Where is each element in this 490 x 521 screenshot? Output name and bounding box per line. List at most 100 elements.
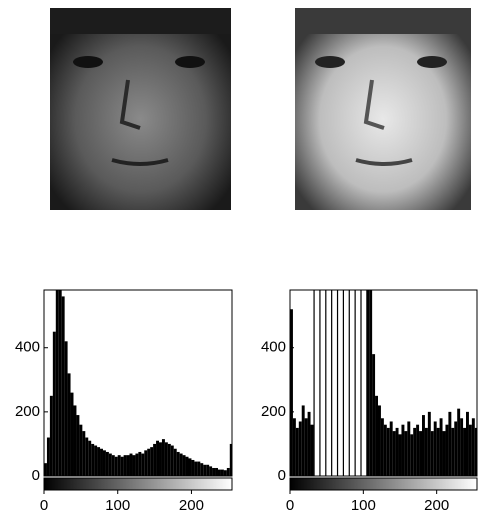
bar	[448, 411, 452, 476]
x-tick-label: 200	[424, 497, 449, 514]
bar	[354, 290, 356, 476]
x-tick-label: 100	[351, 497, 376, 514]
bar	[173, 448, 177, 476]
y-tick-label: 400	[15, 339, 40, 356]
bar	[111, 455, 115, 476]
bar	[58, 290, 62, 476]
bar	[395, 427, 399, 476]
bar	[419, 431, 422, 476]
bar	[348, 290, 350, 476]
bar	[430, 431, 434, 476]
bar	[176, 451, 180, 476]
x-tick-label: 200	[179, 497, 204, 514]
bar	[223, 470, 227, 476]
bar	[170, 445, 174, 476]
bar	[52, 331, 56, 476]
bar	[161, 439, 165, 476]
bar	[167, 443, 171, 476]
bar	[105, 451, 109, 476]
bar	[120, 456, 124, 476]
bar	[67, 373, 71, 476]
bar	[138, 451, 142, 476]
bar	[44, 463, 47, 476]
bar	[392, 431, 396, 476]
bar	[325, 290, 327, 476]
gray-ramp	[289, 477, 478, 491]
bar	[292, 418, 296, 476]
bar	[295, 427, 299, 476]
bar	[159, 442, 162, 476]
bar	[290, 309, 293, 476]
bar	[331, 290, 333, 476]
bar	[179, 453, 183, 476]
bar	[55, 290, 59, 476]
bar	[88, 440, 92, 476]
bar	[226, 467, 230, 476]
bar	[64, 341, 68, 476]
y-tick-label: 200	[261, 403, 286, 420]
bar	[454, 421, 458, 476]
bar	[73, 405, 77, 476]
bar	[398, 434, 402, 476]
bar	[91, 443, 95, 476]
bar	[209, 466, 213, 476]
gray-ramp	[43, 477, 233, 491]
bar	[298, 421, 302, 476]
bar	[156, 440, 160, 476]
bar	[360, 290, 362, 476]
x-tick-label: 0	[286, 497, 294, 514]
bar	[150, 447, 154, 476]
bar	[147, 448, 151, 476]
bar	[416, 424, 420, 476]
plot-frame	[43, 289, 233, 477]
bar	[319, 290, 321, 476]
bar	[389, 421, 393, 476]
bar	[206, 464, 210, 476]
y-tick-label: 0	[32, 467, 40, 484]
bar	[457, 408, 461, 476]
histogram	[290, 290, 477, 476]
plot-frame	[289, 289, 478, 477]
bar	[70, 392, 74, 476]
bar	[380, 418, 384, 476]
bar	[182, 455, 186, 476]
bar	[313, 290, 315, 476]
bar	[114, 456, 118, 476]
bar	[144, 450, 148, 476]
y-tick-label: 400	[261, 339, 286, 356]
bar	[413, 427, 417, 476]
bar	[424, 427, 428, 476]
bar	[375, 395, 378, 476]
bar	[203, 464, 207, 476]
bar	[463, 427, 466, 476]
bar	[46, 437, 50, 476]
bar	[85, 437, 89, 476]
bar	[141, 453, 145, 476]
bar	[369, 290, 373, 476]
bar	[474, 427, 477, 476]
bar	[108, 453, 112, 476]
bar	[386, 427, 390, 476]
bar	[76, 415, 80, 476]
equalized-image	[295, 8, 471, 210]
y-tick-label: 200	[15, 403, 40, 420]
bar	[445, 424, 449, 476]
bar	[442, 431, 446, 476]
histogram	[44, 290, 232, 476]
bar	[372, 354, 376, 476]
x-tick-label: 100	[105, 497, 130, 514]
bar	[197, 461, 201, 476]
bar	[342, 290, 344, 476]
bar	[401, 424, 405, 476]
bar	[217, 469, 221, 476]
bar	[433, 421, 437, 476]
bar	[366, 290, 370, 476]
y-tick-label: 0	[278, 467, 286, 484]
bar	[307, 411, 311, 476]
original-image	[50, 8, 231, 210]
bar	[82, 431, 86, 476]
bar	[100, 448, 103, 476]
bar	[164, 442, 168, 476]
bar	[407, 421, 411, 476]
